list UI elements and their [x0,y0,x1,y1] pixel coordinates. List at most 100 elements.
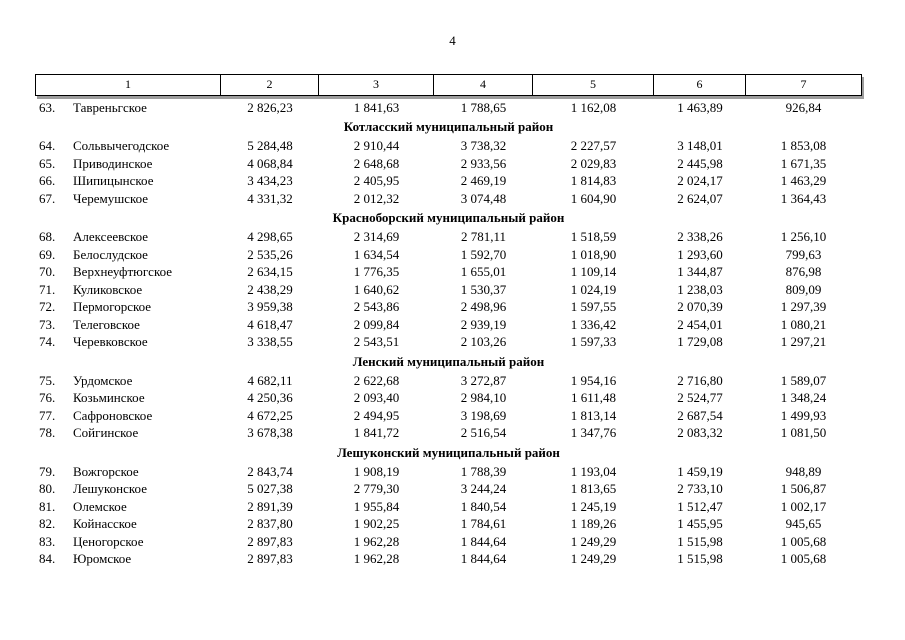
settlement-name: Сафроновское [73,407,153,423]
column-header-7: 7 [800,77,807,91]
row-number: 82. [39,516,56,532]
value-cell: 1 908,19 [353,463,400,479]
value-cell: 2 314,69 [353,229,400,245]
value-cell: 948,89 [785,463,822,479]
row-number: 84. [39,551,56,567]
value-cell: 2 012,32 [353,190,400,206]
value-cell: 2 070,39 [677,299,723,315]
value-cell: 1 344,87 [677,264,723,280]
value-cell: 1 193,04 [570,463,617,479]
row-number: 67. [39,190,56,206]
value-cell: 2 897,83 [247,533,293,549]
value-cell: 2 524,77 [677,390,723,406]
value-cell: 1 841,63 [353,99,400,115]
value-cell: 1 776,35 [353,264,400,280]
settlement-cell: 81. Олемское [36,498,221,516]
row-number: 75. [39,372,56,388]
data-table: 1 2 3 4 5 6 7 63. Тавреньгское 2 826,23 1 8… [35,74,862,568]
value-cell: 3 678,38 [247,425,293,441]
value-cell: 4 068,84 [247,155,293,171]
value-cell: 1 655,01 [460,264,507,280]
value-cell: 1 002,17 [780,498,827,514]
table-row: 78. Сойгинское 3 678,38 1 841,72 2 516,54 1 3… [36,425,861,443]
table-row: 77. Сафроновское 4 672,25 2 494,95 3 198,69 1… [36,407,861,425]
settlement-name: Сольвычегодское [73,138,170,154]
row-number: 79. [39,463,56,479]
value-cell: 2 933,56 [460,155,507,171]
value-cell: 1 597,55 [570,299,617,315]
value-cell: 1 515,98 [677,551,723,567]
value-cell: 1 080,21 [780,316,827,332]
value-cell: 1 962,28 [353,533,400,549]
section-header-row: Ленский муниципальный район [36,351,861,372]
value-cell: 1 592,70 [460,246,507,262]
value-cell: 1 293,60 [677,246,723,262]
value-cell: 1 162,08 [570,99,617,115]
value-cell: 1 853,08 [780,138,827,154]
page-number: 4 [449,33,456,48]
row-number: 77. [39,407,56,423]
value-cell: 1 518,59 [570,229,617,245]
row-number: 63. [39,99,56,115]
value-cell: 2 029,83 [570,155,617,171]
value-cell: 2 535,26 [247,246,293,262]
row-number: 71. [39,281,56,297]
settlement-name: Куликовское [73,281,143,297]
value-cell: 1 640,62 [353,281,400,297]
settlement-name: Олемское [73,498,127,514]
value-cell: 1 455,95 [677,516,723,532]
settlement-name: Белослудское [73,246,148,262]
column-header-2: 2 [221,75,319,95]
value-cell: 1 788,39 [460,463,507,479]
value-cell: 2 716,80 [677,372,723,388]
settlement-name: Черевковское [73,334,148,350]
value-cell: 1 962,28 [353,551,400,567]
settlement-cell: 70. Верхнеуфтюгское [36,264,221,282]
section-title: Ленский муниципальный район [352,353,545,369]
value-cell: 3 148,01 [677,138,723,154]
value-cell: 1 249,29 [570,551,617,567]
value-cell: 1 813,14 [570,407,617,423]
settlement-name: Пермогорское [73,299,152,315]
value-cell: 1 499,93 [780,407,827,423]
settlement-name: Тавреньгское [73,99,147,115]
section-header-row: Котласский муниципальный район [36,117,861,138]
settlement-cell: 77. Сафроновское [36,407,221,425]
value-cell: 1 189,26 [570,516,617,532]
value-cell: 2 733,10 [677,481,723,497]
value-cell: 2 543,51 [353,334,400,350]
settlement-name: Лешуконское [73,481,147,497]
row-number: 72. [39,299,56,315]
value-cell: 1 530,37 [460,281,507,297]
value-cell: 2 454,01 [677,316,723,332]
value-cell: 1 814,83 [570,173,617,189]
table-row: 64. Сольвычегодское 5 284,48 2 910,44 3 738,… [36,138,861,156]
value-cell: 2 494,95 [353,407,400,423]
value-cell: 1 347,76 [570,425,617,441]
value-cell: 2 634,15 [247,264,293,280]
table-row: 73. Телеговское 4 618,47 2 099,84 2 939,19 1 … [36,316,861,334]
settlement-cell: 73. Телеговское [36,316,221,334]
row-number: 76. [39,390,56,406]
value-cell: 1 515,98 [677,533,723,549]
value-cell: 1 788,65 [460,99,507,115]
value-cell: 1 463,89 [677,99,723,115]
value-cell: 2 516,54 [460,425,507,441]
value-cell: 1 604,90 [570,190,617,206]
value-cell: 2 779,30 [353,481,400,497]
table-body-grid: 63. Тавреньгское 2 826,23 1 841,63 1 788,65 1… [36,99,861,568]
value-cell: 3 244,24 [460,481,507,497]
value-cell: 799,63 [785,246,822,262]
settlement-name: Приводинское [73,155,153,171]
table-row: 67. Черемушское 4 331,32 2 012,32 3 074,48 1 … [36,190,861,208]
value-cell: 1 784,61 [460,516,507,532]
value-cell: 1 671,35 [780,155,827,171]
value-cell: 2 910,44 [353,138,400,154]
value-cell: 1 005,68 [780,551,827,567]
value-cell: 1 463,29 [780,173,827,189]
settlement-cell: 72. Пермогорское [36,299,221,317]
settlement-cell: 65. Приводинское [36,155,221,173]
value-cell: 1 844,64 [460,551,507,567]
value-cell: 1 024,19 [570,281,617,297]
value-cell: 2 939,19 [460,316,507,332]
